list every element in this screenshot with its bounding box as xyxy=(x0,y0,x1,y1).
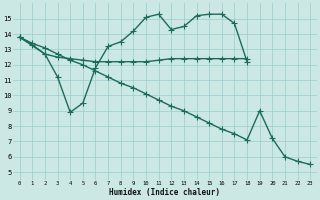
X-axis label: Humidex (Indice chaleur): Humidex (Indice chaleur) xyxy=(109,188,220,197)
